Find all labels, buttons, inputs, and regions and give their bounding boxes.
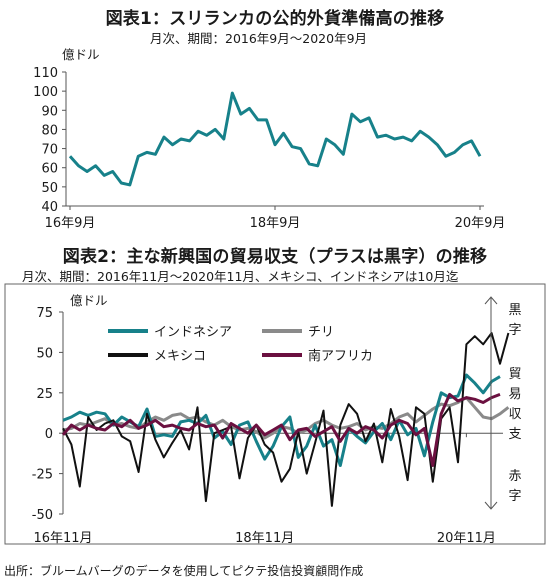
chart1-x-tick-label: 20年9月	[455, 216, 506, 231]
chart1-y-tick-label: 50	[41, 181, 58, 196]
chart1-y-tick-label: 40	[41, 200, 58, 215]
chart2-title: 図表2：主な新興国の貿易収支（プラスは黒字）の推移	[62, 247, 488, 267]
chart2-trade-balance-label: 収	[508, 407, 521, 422]
chart2-series-line	[62, 332, 510, 507]
chart2-y-tick-label: 25	[36, 387, 53, 402]
chart2-x-tick-label: 20年11月	[437, 531, 496, 546]
chart2-series-line	[61, 392, 501, 467]
chart2-subtitle: 月次、期間：2016年11月～2020年11月、メキシコ、インドネシアは10月迄	[22, 269, 459, 284]
chart2-surplus-label: 黒	[508, 303, 521, 318]
chart2-trade-balance-label: 易	[508, 387, 521, 402]
chart1-series-line	[68, 91, 482, 187]
chart2-legend-label: 南アフリカ	[308, 348, 373, 364]
chart1-x-tick-label: 18年9月	[250, 216, 301, 231]
source-note: 出所：ブルームバーグのデータを使用してピクテ投信投資顧問作成	[4, 564, 364, 578]
chart2-y-tick-label: -25	[32, 468, 53, 483]
chart1-ylabel: 億ドル	[62, 47, 100, 62]
chart2-y-tick-label: 75	[36, 306, 53, 321]
chart1-y-tick-label: 110	[33, 66, 58, 81]
chart2-surplus-label: 字	[508, 323, 521, 338]
chart2-arrow-head-up	[484, 296, 498, 305]
chart2-frame	[4, 283, 546, 545]
chart1-y-tick-label: 90	[41, 104, 58, 119]
chart2-y-tick-label: 0	[45, 427, 53, 442]
chart1-x-tick-label: 16年9月	[45, 216, 96, 231]
chart1-y-tick-label: 100	[33, 85, 58, 100]
chart1-y-tick-label: 70	[41, 143, 58, 158]
chart2-x-tick-label: 18年11月	[235, 531, 294, 546]
chart2-y-tick-label: 50	[36, 346, 53, 361]
chart1-y-tick-label: 60	[41, 162, 58, 177]
chart2-deficit-label: 字	[508, 489, 521, 504]
chart2-legend-label: チリ	[308, 325, 334, 340]
chart1-y-tick-label: 80	[41, 123, 58, 138]
chart2-trade-balance-label: 貿	[508, 367, 521, 382]
chart2-legend-label: メキシコ	[154, 349, 206, 364]
chart2-ylabel: 億ドル	[70, 293, 108, 308]
chart2-y-tick-label: -50	[32, 508, 53, 523]
chart2-arrow-head-down	[484, 501, 498, 510]
chart1-subtitle: 月次、期間：2016年9月～2020年9月	[150, 31, 368, 46]
chart2-legend-label: インドネシア	[154, 325, 232, 340]
chart2-trade-balance-label: 支	[508, 427, 521, 442]
chart1-title: 図表1：スリランカの公的外貨準備高の推移	[105, 9, 445, 29]
chart2-x-tick-label: 16年11月	[33, 531, 92, 546]
chart2-deficit-label: 赤	[508, 469, 521, 484]
chart1-svg: 40 50 60 70 80 90 100 110 16年9月 18年9月 20年9月	[33, 66, 506, 231]
